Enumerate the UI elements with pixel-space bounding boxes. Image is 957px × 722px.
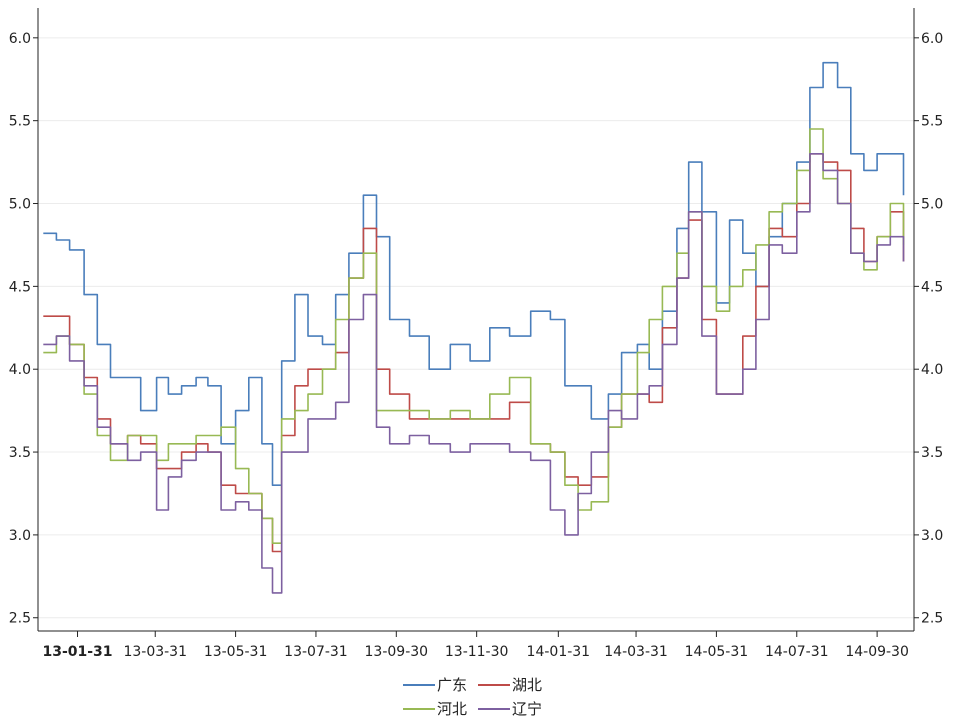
x-tick-label: 14-01-31 (527, 644, 591, 660)
y-tick-label-left: 5.5 (9, 114, 31, 130)
y-tick-label-left: 6.0 (9, 31, 31, 47)
legend-label-2: 河北 (437, 700, 467, 718)
x-tick-label: 14-09-30 (845, 644, 909, 660)
series-line-0 (43, 61, 905, 487)
y-tick-label-right: 5.0 (921, 197, 943, 213)
y-tick-label-left: 3.5 (9, 445, 31, 461)
y-tick-label-right: 6.0 (921, 31, 943, 47)
series-line-1 (43, 153, 905, 553)
x-tick-label: 13-03-31 (123, 644, 187, 660)
legend-label-3: 辽宁 (512, 700, 542, 718)
y-tick-label-right: 4.5 (921, 279, 943, 295)
x-tick-label: 13-11-30 (445, 644, 509, 660)
y-tick-label-left: 4.0 (9, 362, 31, 378)
y-tick-label-left: 5.0 (9, 197, 31, 213)
legend-label-1: 湖北 (512, 676, 542, 694)
y-tick-label-right: 4.0 (921, 362, 943, 378)
x-tick-label: 14-07-31 (765, 644, 829, 660)
y-tick-label-right: 5.5 (921, 114, 943, 130)
y-tick-label-right: 2.5 (921, 611, 943, 627)
axes: 2.5 2.5 3.0 3.0 3.5 3.5 4.0 4.0 4.5 4.5 5.0 5.0 5.5 5… (9, 8, 943, 660)
y-tick-label-right: 3.5 (921, 445, 943, 461)
y-tick-label-left: 2.5 (9, 611, 31, 627)
x-tick-label: 13-07-31 (284, 644, 348, 660)
y-tick-label-left: 3.0 (9, 528, 31, 544)
x-tick-label: 14-03-31 (604, 644, 668, 660)
grid-lines (38, 37, 914, 619)
legend-label-0: 广东 (437, 676, 467, 694)
x-tick-label: 13-05-31 (204, 644, 268, 660)
y-tick-label-right: 3.0 (921, 528, 943, 544)
x-tick-label: 14-05-31 (685, 644, 749, 660)
x-tick-label: 13-01-31 (42, 644, 112, 660)
x-tick-label: 13-09-30 (365, 644, 429, 660)
series-line-2 (43, 128, 905, 545)
y-tick-label-left: 4.5 (9, 279, 31, 295)
series-line-3 (43, 153, 905, 594)
series-lines (43, 61, 905, 594)
